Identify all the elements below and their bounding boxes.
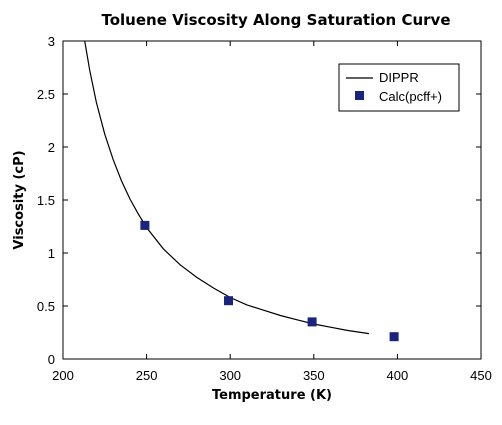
calc-marker	[389, 332, 399, 342]
legend: DIPPR Calc(pcff+)	[338, 63, 460, 112]
calc-marker	[224, 296, 233, 306]
x-tick-label: 200	[52, 368, 74, 383]
data-layer	[84, 40, 399, 342]
y-tick-label: 1.5	[37, 193, 55, 208]
y-tick-label: 0.5	[37, 299, 55, 314]
x-tick-label: 400	[387, 368, 409, 383]
x-tick-label: 350	[303, 368, 325, 383]
y-axis-label: Viscosity (cP)	[12, 150, 27, 249]
legend-label-calc: Calc(pcff+)	[379, 89, 442, 104]
chart-title: Toluene Viscosity Along Saturation Curve	[101, 11, 450, 29]
axis-ticks: 200 250 300 350 400 450 0 0.5 1 1.5 2 2.5 3	[37, 34, 492, 383]
x-tick-label: 450	[470, 368, 492, 383]
x-tick-label: 300	[219, 368, 241, 383]
calc-marker	[307, 317, 317, 327]
legend-marker-swatch	[355, 91, 364, 100]
x-tick-label: 250	[136, 368, 158, 383]
y-tick-label: 1	[48, 246, 55, 261]
x-axis-label: Temperature (K)	[212, 388, 332, 403]
y-tick-label: 0	[48, 352, 55, 367]
y-tick-label: 3	[48, 34, 55, 49]
y-tick-label: 2.5	[37, 87, 55, 102]
legend-box	[338, 63, 460, 112]
y-tick-label: 2	[48, 140, 55, 155]
dippr-curve	[84, 40, 370, 335]
legend-label-dippr: DIPPR	[379, 70, 419, 85]
calc-marker	[140, 220, 150, 230]
